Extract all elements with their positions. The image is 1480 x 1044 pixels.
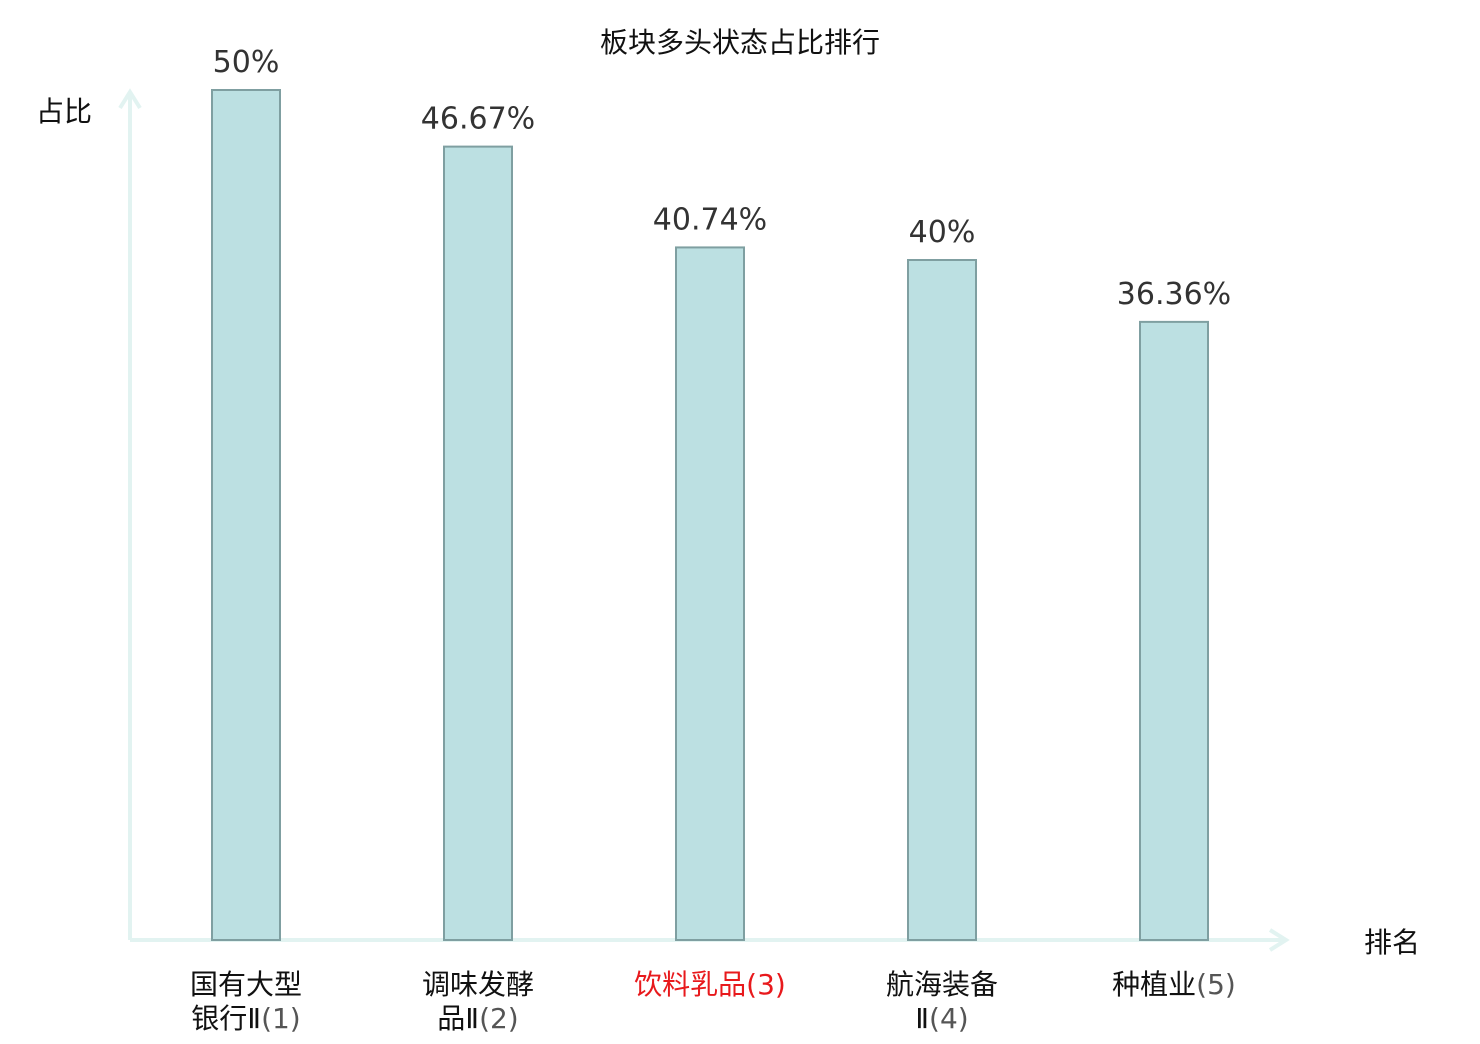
x-tick-label: 银行Ⅱ(1): [191, 1002, 300, 1035]
x-axis-title: 排名: [1364, 926, 1420, 959]
bar: [907, 259, 977, 941]
x-axis-arrow: [1268, 928, 1290, 952]
bar: [443, 145, 513, 942]
x-tick-label: 种植业(5): [1112, 968, 1236, 1001]
data-label: 46.67%: [421, 102, 535, 137]
data-label: 36.36%: [1117, 277, 1231, 312]
x-tick-label: 调味发酵: [422, 968, 534, 1001]
bars-group: [211, 89, 1209, 942]
chart-title: 板块多头状态占比排行: [600, 26, 880, 59]
bar: [675, 246, 745, 942]
bar: [1139, 320, 1209, 941]
y-axis-arrow: [118, 88, 142, 110]
bar: [211, 89, 281, 941]
data-label: 40%: [909, 215, 976, 250]
x-tick-label: 饮料乳品(3): [634, 968, 786, 1001]
value-labels-group: 50% 46.67% 40.74% 40% 36.36%: [213, 45, 1232, 312]
data-label: 50%: [213, 45, 280, 80]
y-axis-title: 占比: [36, 95, 92, 128]
x-tick-label: 航海装备: [886, 968, 998, 1001]
x-tick-label: Ⅱ(4): [915, 1002, 968, 1035]
x-tick-label: 品Ⅱ(2): [437, 1002, 518, 1035]
x-tick-label: 国有大型: [190, 968, 302, 1001]
data-label: 40.74%: [653, 202, 767, 237]
